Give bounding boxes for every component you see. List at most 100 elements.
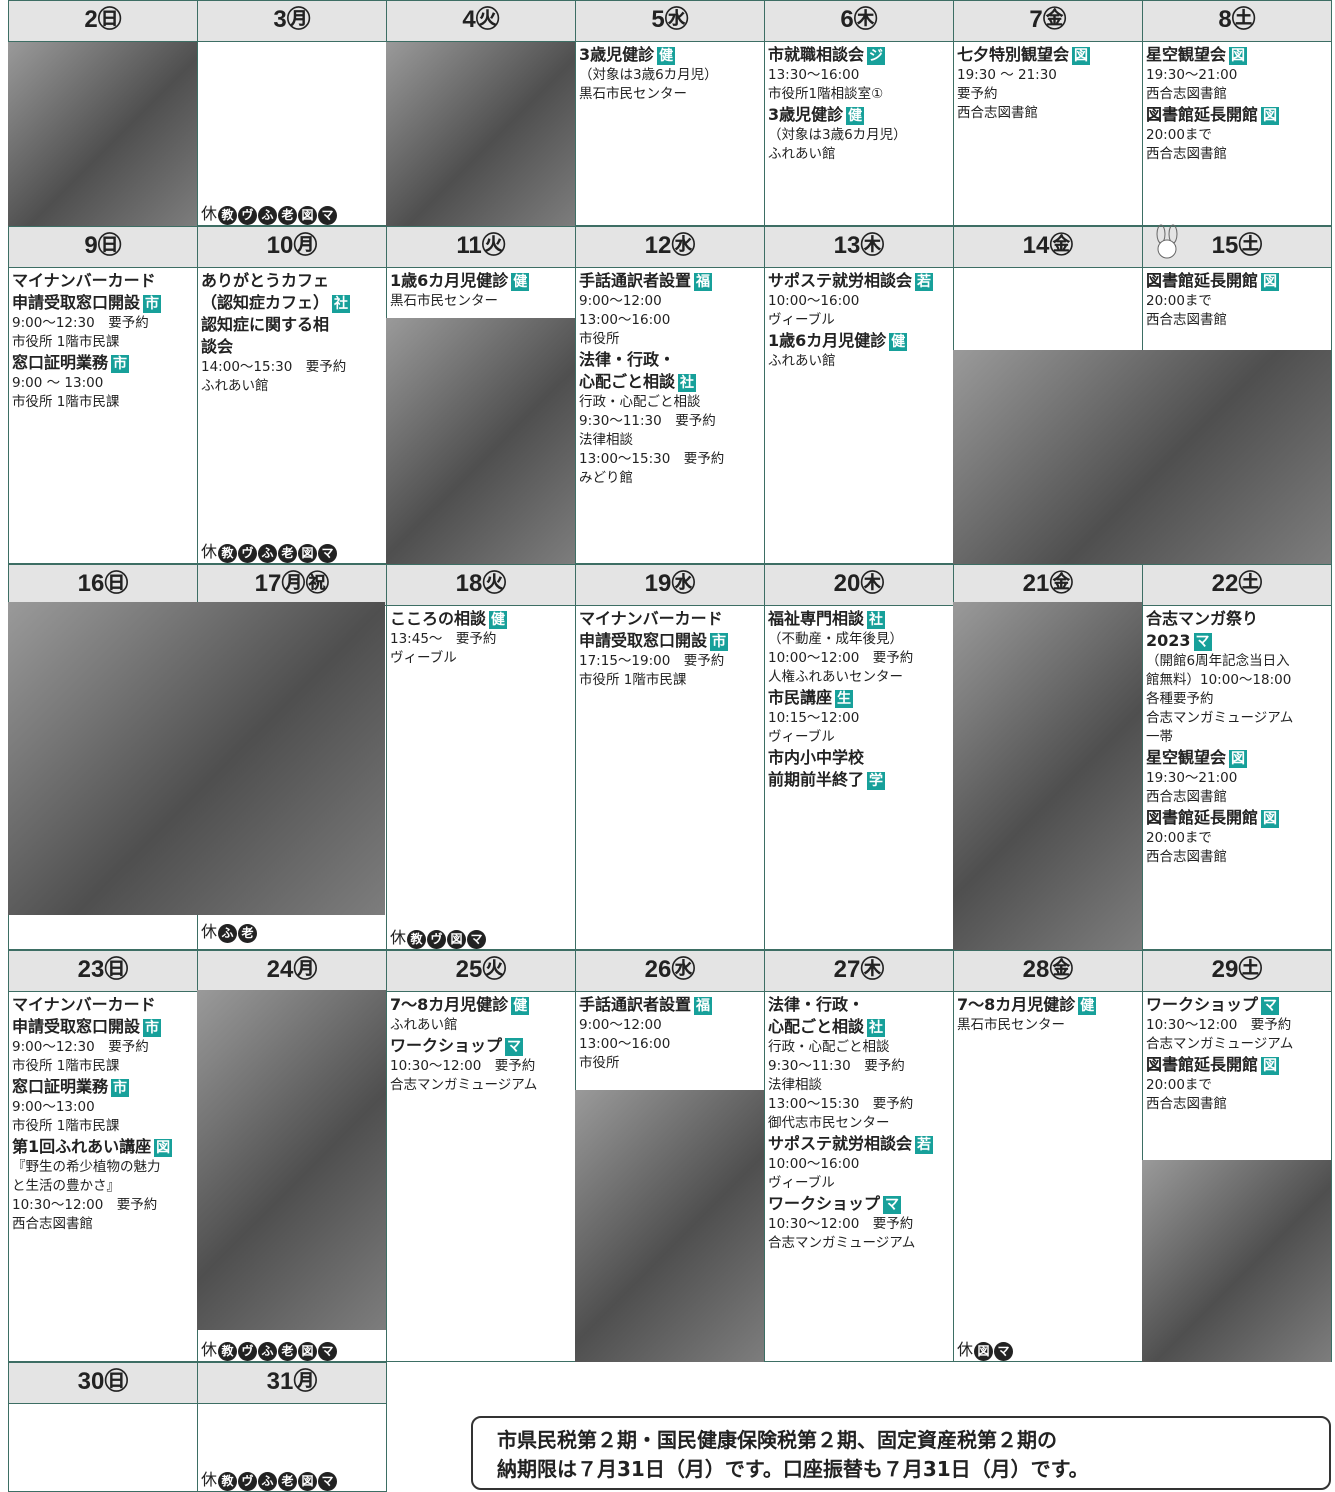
event-title-text: 手話通訳者設置 <box>579 271 692 290</box>
event-title: 申請受取窓口開設市 <box>12 1016 194 1038</box>
day-cell: 手話通訳者設置福 9:00～12:00 13:00～16:00 市役所 法律・行政・ 心配… <box>575 268 765 564</box>
event-title-text: 談会 <box>201 337 234 356</box>
day-cell: マイナンバーカード 申請受取窓口開設市 9:00～12:30 要予約 市役所 1階市民… <box>8 992 198 1362</box>
photo <box>197 990 386 1330</box>
event-title: 心配ごと相談社 <box>768 1016 950 1038</box>
event-title-text: 福祉専門相談 <box>768 609 865 628</box>
closed-label: 休 <box>201 1470 218 1489</box>
event-detail: 9:00 ～ 13:00 <box>12 375 104 391</box>
closed-mark: マ <box>467 930 487 949</box>
event-detail: 市役所 <box>579 331 620 347</box>
category-tag: 図 <box>154 1139 173 1157</box>
category-tag: 図 <box>1229 750 1248 768</box>
photo <box>953 602 1142 950</box>
category-tag: 社 <box>867 1019 886 1037</box>
closed-mark: マ <box>318 206 338 225</box>
event-detail: 10:30～12:00 要予約 <box>1146 1017 1292 1033</box>
closed-facilities: 休教ヴ図マ <box>390 924 487 949</box>
closed-mark: 図 <box>298 1342 318 1361</box>
category-tag: 社 <box>678 374 697 392</box>
event-detail: 13:00～16:00 <box>579 312 671 328</box>
closed-mark: ふ <box>218 924 238 943</box>
event-title: マイナンバーカード <box>12 270 194 292</box>
event-title: マイナンバーカード <box>12 994 194 1016</box>
day-cell: 法律・行政・ 心配ごと相談社行政・心配ごと相談 9:30～11:30 要予約 法律相談… <box>764 992 954 1362</box>
event-title: 法律・行政・ <box>768 994 950 1016</box>
event-title: 3歳児健診健 <box>579 44 761 66</box>
day-header: 10㊊ <box>197 226 387 268</box>
category-tag: ジ <box>867 47 886 65</box>
event-detail: 御代志市民センター <box>768 1115 890 1131</box>
event-title-text: 3歳児健診 <box>768 105 844 124</box>
event-detail: と生活の豊かさ』 <box>12 1178 120 1194</box>
event-title: 第1回ふれあい講座図 <box>12 1136 194 1158</box>
event-detail: 西合志図書館 <box>957 105 1038 121</box>
day-cell: 福祉専門相談社（不動産・成年後見） 10:00～12:00 要予約 人権ふれあいセン… <box>764 606 954 950</box>
closed-mark: ふ <box>258 1472 278 1491</box>
closed-mark: 教 <box>218 544 238 563</box>
category-tag: 健 <box>889 333 908 351</box>
event-title: 合志マンガ祭り <box>1146 608 1328 630</box>
category-tag: マ <box>883 1196 902 1214</box>
closed-mark: 老 <box>278 206 298 225</box>
event-title-text: 手話通訳者設置 <box>579 995 692 1014</box>
event-detail: ヴィーブル <box>390 650 457 666</box>
category-tag: 若 <box>915 1136 934 1154</box>
event-detail: 13:00～15:30 要予約 <box>579 451 725 467</box>
category-tag: マ <box>1261 997 1280 1015</box>
day-header: 28㊎ <box>953 950 1143 992</box>
event-title-text: 図書館延長開館 <box>1146 271 1259 290</box>
day-header: 8㊏ <box>1142 0 1332 42</box>
event-detail: みどり館 <box>579 470 633 486</box>
event-detail: 西合志図書館 <box>12 1216 93 1232</box>
category-tag: 図 <box>1261 1057 1280 1075</box>
category-tag: 健 <box>846 107 865 125</box>
event-detail: 行政・心配ごと相談 <box>579 394 701 410</box>
closed-mark: ふ <box>258 544 278 563</box>
event-title-text: 心配ごと相談 <box>579 372 676 391</box>
event-title: ありがとうカフェ <box>201 270 383 292</box>
event-detail: ふれあい館 <box>768 353 836 369</box>
closed-facilities: 休教ヴふ老図マ <box>201 1336 338 1361</box>
event-detail: 人権ふれあいセンター <box>768 669 903 685</box>
closed-facilities: 休ふ老 <box>201 918 258 943</box>
event-detail: 10:30～12:00 要予約 <box>390 1058 536 1074</box>
day-header: 12㊌ <box>575 226 765 268</box>
event-title-text: マイナンバーカード <box>12 995 156 1014</box>
day-header: 14㊎ <box>953 226 1143 268</box>
event-title-text: （認知症カフェ） <box>201 293 330 312</box>
category-tag: 若 <box>915 273 934 291</box>
event-title: 心配ごと相談社 <box>579 371 761 393</box>
day-header: 17㊊㊗ <box>197 564 387 606</box>
event-title-text: 認知症に関する相 <box>201 315 330 334</box>
event-title-text: 図書館延長開館 <box>1146 1055 1259 1074</box>
event-detail: 一帯 <box>1146 729 1173 745</box>
event-detail: 19:30～21:00 <box>1146 770 1238 786</box>
closed-label: 休 <box>201 204 218 223</box>
event-title-text: 図書館延長開館 <box>1146 105 1259 124</box>
event-detail: 20:00まで <box>1146 1077 1212 1093</box>
day-cell: 星空観望会図 19:30～21:00 西合志図書館 図書館延長開館図 20:00まで 西合… <box>1142 42 1332 226</box>
photo <box>386 318 575 564</box>
category-tag: 健 <box>511 273 530 291</box>
event-title: 七夕特別観望会図 <box>957 44 1139 66</box>
event-title: ワークショップマ <box>768 1193 950 1215</box>
closed-mark: ヴ <box>238 206 258 225</box>
event-title: 申請受取窓口開設市 <box>12 292 194 314</box>
event-detail: 9:30～11:30 要予約 <box>768 1058 905 1074</box>
event-detail: 10:00～16:00 <box>768 1156 860 1172</box>
notice-line: 納期限は７月31日（月）です。口座振替も７月31日（月）です。 <box>497 1457 1089 1481</box>
day-cell: 7～8カ月児健診健黒石市民センター <box>953 992 1143 1362</box>
event-title-text: 星空観望会 <box>1146 748 1227 767</box>
day-cell: 合志マンガ祭り 2023 マ（開館6周年記念当日入 館無料）10:00～18:00 各種… <box>1142 606 1332 950</box>
closed-mark: 教 <box>218 206 238 225</box>
event-title: 市就職相談会ジ <box>768 44 950 66</box>
event-title-text: 申請受取窓口開設 <box>12 1017 141 1036</box>
event-title: こころの相談健 <box>390 608 572 630</box>
event-detail: 黒石市民センター <box>957 1017 1065 1033</box>
event-title-text: 7～8カ月児健診 <box>957 995 1076 1014</box>
event-title-text: こころの相談 <box>390 609 487 628</box>
event-title: 手話通訳者設置福 <box>579 270 761 292</box>
closed-mark: 老 <box>278 1342 298 1361</box>
event-detail: ヴィーブル <box>768 729 835 745</box>
